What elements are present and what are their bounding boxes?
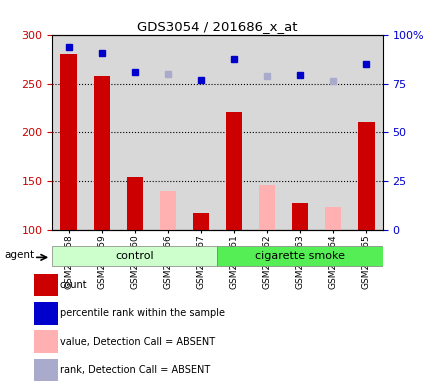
Bar: [258, 185, 275, 230]
Bar: [324, 207, 341, 230]
Bar: [60, 54, 77, 230]
Bar: [52, 35, 85, 230]
Bar: [357, 122, 374, 230]
Bar: [126, 177, 143, 230]
Text: agent: agent: [4, 250, 34, 260]
Bar: [52, 246, 217, 266]
Bar: [316, 35, 349, 230]
Bar: [159, 191, 176, 230]
Bar: [291, 203, 308, 230]
Bar: [85, 35, 118, 230]
Text: control: control: [115, 251, 154, 262]
Bar: [34, 359, 58, 381]
Bar: [349, 35, 382, 230]
Bar: [217, 35, 250, 230]
Bar: [225, 112, 242, 230]
Bar: [93, 76, 110, 230]
Bar: [217, 246, 382, 266]
Text: cigarette smoke: cigarette smoke: [255, 251, 344, 262]
Bar: [151, 35, 184, 230]
Text: count: count: [59, 280, 87, 290]
Bar: [250, 35, 283, 230]
Bar: [192, 213, 209, 230]
Title: GDS3054 / 201686_x_at: GDS3054 / 201686_x_at: [137, 20, 297, 33]
Bar: [34, 302, 58, 324]
Text: value, Detection Call = ABSENT: value, Detection Call = ABSENT: [59, 336, 214, 346]
Bar: [118, 35, 151, 230]
Bar: [34, 273, 58, 296]
Bar: [184, 35, 217, 230]
Bar: [34, 330, 58, 353]
Text: percentile rank within the sample: percentile rank within the sample: [59, 308, 224, 318]
Bar: [283, 35, 316, 230]
Text: rank, Detection Call = ABSENT: rank, Detection Call = ABSENT: [59, 365, 210, 375]
